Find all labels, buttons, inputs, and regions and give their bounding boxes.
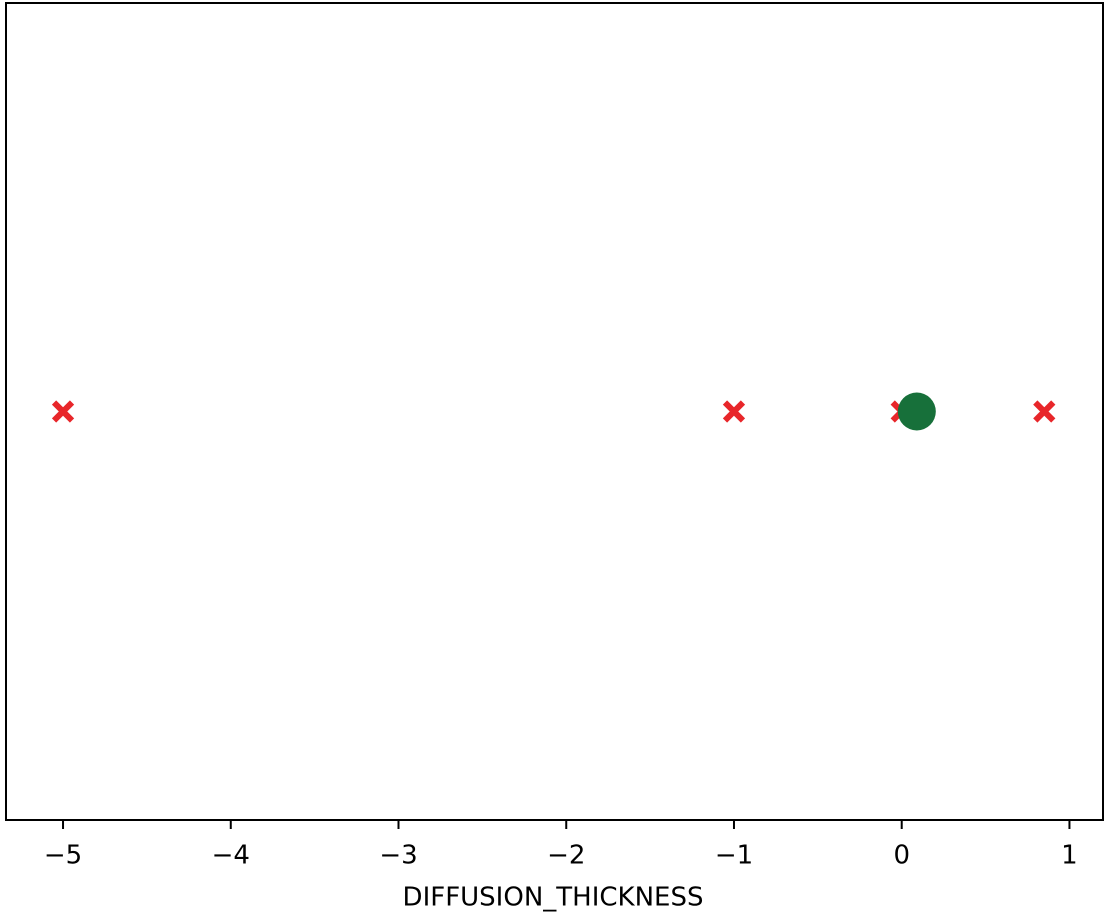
x-axis-label: DIFFUSION_THICKNESS xyxy=(403,883,704,913)
cross-marker xyxy=(1033,400,1056,423)
x-tick-label: −1 xyxy=(715,841,753,871)
x-tick-label: −5 xyxy=(44,841,82,871)
plot-frame xyxy=(5,2,1104,821)
x-tick-label: −3 xyxy=(379,841,417,871)
cross-marker xyxy=(51,400,75,423)
cross-marker xyxy=(722,400,746,423)
x-tick-label: −4 xyxy=(212,841,250,871)
x-tick-label: −2 xyxy=(547,841,585,871)
circle-marker xyxy=(897,392,936,431)
x-tick-label: 0 xyxy=(893,841,910,871)
x-tick-label: 1 xyxy=(1061,841,1078,871)
